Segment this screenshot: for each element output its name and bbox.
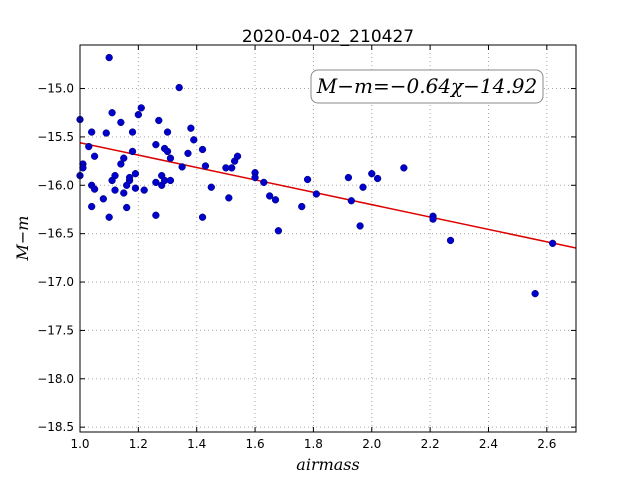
data-point	[111, 186, 119, 194]
data-point	[303, 175, 312, 184]
data-point	[190, 136, 198, 144]
data-point	[549, 239, 557, 247]
data-point	[347, 197, 355, 205]
data-point	[105, 213, 113, 221]
x-tick-label: 1.4	[187, 437, 206, 451]
data-point	[128, 128, 137, 136]
data-point	[102, 129, 110, 137]
data-point	[137, 104, 145, 112]
x-tick-label: 1.0	[70, 437, 89, 451]
data-point	[207, 183, 215, 191]
data-points	[76, 53, 557, 298]
x-tick-label: 2.0	[362, 437, 381, 451]
data-point	[155, 116, 163, 125]
data-point	[359, 183, 367, 191]
data-point	[184, 149, 192, 158]
data-point	[201, 162, 210, 170]
data-point	[166, 176, 175, 185]
data-point	[429, 215, 437, 223]
data-point	[175, 83, 183, 92]
data-point	[117, 118, 125, 127]
data-point	[251, 173, 259, 182]
y-tick-label: −15.0	[37, 82, 74, 96]
y-tick-label: −16.0	[37, 178, 74, 192]
data-point	[88, 128, 96, 136]
data-point	[373, 174, 382, 183]
data-point	[125, 173, 134, 182]
data-point	[178, 163, 186, 171]
equation-box	[310, 69, 544, 104]
data-point	[90, 185, 99, 193]
data-point	[90, 152, 99, 160]
data-point	[140, 186, 148, 194]
data-point	[134, 111, 143, 119]
equation-annotation: M−m=−0.64χ−14.92	[310, 69, 544, 104]
tick-labels: 1.0 1.2 1.4 1.6 1.8 2.0 2.2 2.4 2.6 −15.0 −15.5 −16…	[37, 82, 556, 451]
data-point	[111, 171, 119, 180]
data-point	[312, 190, 320, 198]
x-tick-label: 2.2	[421, 437, 440, 451]
data-point	[131, 184, 140, 192]
data-point	[79, 164, 87, 172]
fit-line	[79, 141, 577, 249]
data-point	[260, 178, 268, 187]
y-axis-label: M−m	[13, 216, 32, 262]
data-point	[228, 164, 236, 172]
x-tick-label: 1.2	[129, 437, 148, 451]
data-point	[356, 222, 364, 230]
data-point	[131, 170, 140, 178]
data-point	[117, 160, 125, 168]
data-point	[166, 154, 175, 162]
data-point	[265, 192, 274, 200]
data-point	[128, 147, 137, 156]
data-point	[274, 227, 283, 235]
data-point	[85, 142, 93, 151]
data-point	[120, 154, 128, 162]
x-tick-label: 1.8	[304, 437, 323, 451]
x-axis-label: airmass	[296, 455, 359, 474]
data-point	[99, 195, 107, 203]
axis-ticks	[79, 45, 576, 432]
data-point	[152, 141, 160, 149]
data-point	[344, 173, 353, 182]
plot-frame	[79, 44, 577, 433]
data-point	[198, 145, 207, 154]
data-point	[152, 178, 160, 187]
fit-line-group	[79, 141, 577, 249]
data-point	[531, 289, 539, 298]
data-point	[368, 170, 376, 178]
data-point	[120, 189, 128, 197]
data-point	[225, 194, 233, 202]
data-point	[233, 152, 242, 160]
data-point	[163, 128, 172, 136]
data-point	[298, 202, 306, 211]
data-point	[400, 164, 408, 172]
y-tick-label: −15.5	[37, 130, 74, 144]
data-point	[123, 203, 131, 212]
y-tick-label: −18.5	[37, 420, 74, 434]
data-point	[152, 211, 160, 219]
data-point	[105, 53, 113, 62]
data-point	[198, 213, 207, 221]
y-tick-label: −17.0	[37, 275, 74, 289]
x-tick-label: 2.4	[479, 437, 498, 451]
x-tick-label: 2.6	[537, 437, 556, 451]
data-point	[446, 236, 455, 245]
y-tick-label: −18.0	[37, 372, 74, 386]
chart-title: 2020-04-02_210427	[242, 27, 414, 47]
data-point	[163, 147, 172, 156]
data-point	[88, 202, 96, 211]
data-point	[271, 196, 280, 204]
equation-text: M−m=−0.64χ−14.92	[316, 74, 537, 98]
y-tick-label: −16.5	[37, 227, 74, 241]
data-point	[108, 109, 116, 117]
y-tick-label: −17.5	[37, 323, 74, 337]
x-tick-label: 1.6	[246, 437, 265, 451]
data-point	[187, 124, 195, 132]
